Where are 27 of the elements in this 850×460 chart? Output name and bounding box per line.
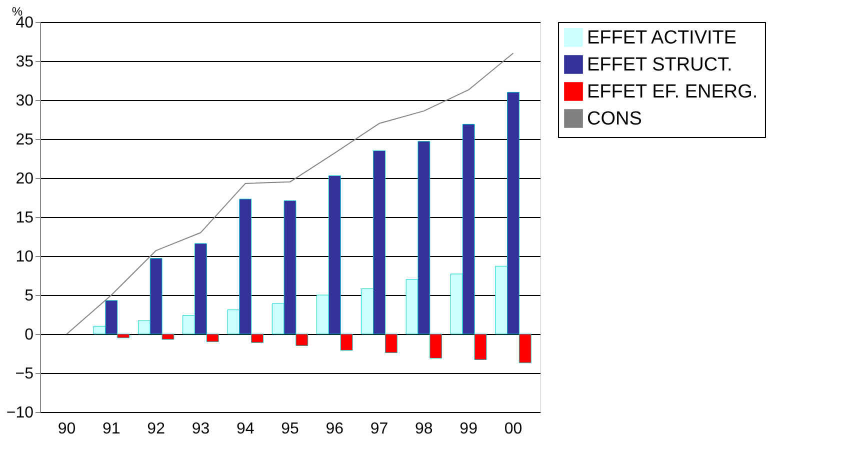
x-tick-label: 91 (102, 420, 120, 438)
legend-label: EFFET ACTIVITE (587, 28, 737, 48)
x-tick-label: 94 (236, 420, 254, 438)
y-tick-label: 20 (16, 170, 34, 188)
x-tick-label: 96 (326, 420, 344, 438)
x-tick-label: 99 (460, 420, 478, 438)
y-tick-label: 40 (16, 14, 34, 32)
legend-label: EFFET STRUCT. (587, 54, 732, 76)
y-tick-label: 25 (16, 132, 34, 148)
y-tick-label: 15 (16, 210, 34, 226)
legend-label: EFFET EF. ENERG. (587, 82, 758, 102)
x-tick-label: 98 (415, 420, 433, 438)
y-tick-label: −5 (15, 366, 34, 382)
y-tick-label: −10 (6, 404, 34, 422)
x-tick-label: 93 (192, 420, 210, 438)
x-tick-label: 92 (147, 420, 166, 438)
y-tick-label: 35 (16, 54, 34, 70)
y-tick-label: 5 (24, 288, 34, 304)
x-tick-label: 95 (281, 420, 299, 438)
line-series (66, 52, 514, 334)
x-tick-label: 97 (370, 420, 388, 438)
x-tick-label: 90 (58, 420, 76, 438)
y-tick-label: 30 (16, 92, 34, 110)
y-tick-label: 0 (24, 326, 34, 344)
y-tick-label: 10 (16, 248, 34, 266)
x-tick-label: 00 (504, 420, 522, 438)
legend-label: CONS (587, 108, 642, 130)
